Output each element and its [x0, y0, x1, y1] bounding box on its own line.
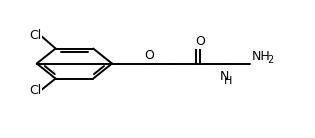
Text: Cl: Cl	[29, 29, 41, 42]
Text: Cl: Cl	[29, 84, 41, 97]
Text: H: H	[224, 76, 232, 86]
Text: O: O	[195, 35, 205, 48]
Text: N: N	[220, 70, 230, 83]
Text: 2: 2	[267, 55, 273, 65]
Text: O: O	[145, 49, 155, 62]
Text: NH: NH	[252, 50, 270, 63]
